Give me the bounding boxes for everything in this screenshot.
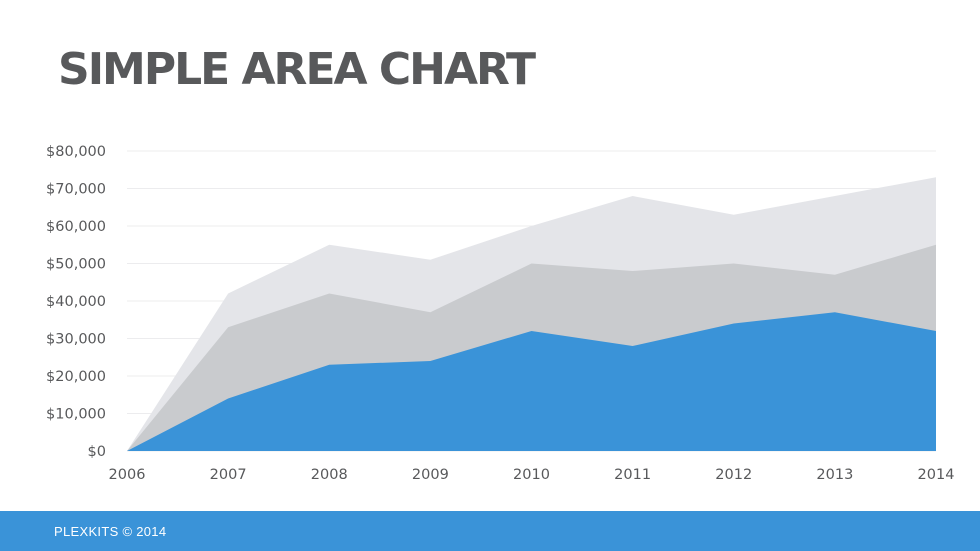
area-series: [127, 177, 936, 451]
y-tick-label: $20,000: [46, 369, 106, 385]
x-tick-label: 2011: [614, 467, 651, 483]
y-tick-label: $10,000: [46, 407, 106, 423]
y-tick-label: $80,000: [46, 144, 106, 160]
area-chart: $0 $10,000 $20,000 $30,000 $40,000 $50,000 $60…: [46, 144, 955, 483]
y-tick-label: $40,000: [46, 294, 106, 310]
y-tick-label: $70,000: [46, 182, 106, 198]
x-tick-label: 2014: [918, 467, 955, 483]
y-tick-label: $0: [88, 444, 106, 460]
x-tick-label: 2013: [816, 467, 853, 483]
x-tick-label: 2006: [109, 467, 146, 483]
x-tick-label: 2012: [715, 467, 752, 483]
x-tick-label: 2010: [513, 467, 550, 483]
y-tick-label: $60,000: [46, 219, 106, 235]
page-title: SIMPLE AREA CHART: [58, 44, 536, 95]
x-tick-label: 2008: [311, 467, 348, 483]
y-tick-label: $30,000: [46, 332, 106, 348]
x-tick-label: 2009: [412, 467, 449, 483]
x-axis: 2006 2007 2008 2009 2010 2011 2012 2013 2014: [109, 467, 955, 483]
footer-copyright: PLEXKITS © 2014: [54, 524, 167, 539]
y-tick-label: $50,000: [46, 257, 106, 273]
y-axis: $0 $10,000 $20,000 $30,000 $40,000 $50,000 $60…: [46, 144, 106, 460]
area-series-shape: [127, 312, 936, 451]
footer-bar: PLEXKITS © 2014: [0, 511, 980, 551]
x-tick-label: 2007: [210, 467, 247, 483]
